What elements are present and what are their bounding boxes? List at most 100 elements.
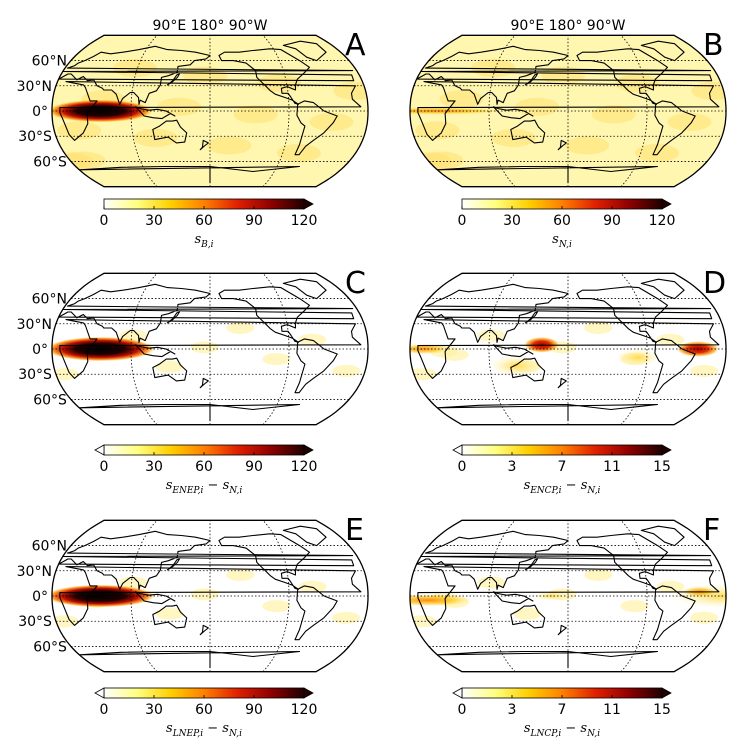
coastline [78,403,301,422]
coastline [652,100,696,156]
map-border [51,34,369,188]
latitude-label: 0° [32,104,48,120]
coastline [652,585,696,641]
coastline [652,338,696,394]
latitude-label: 60°S [33,639,67,655]
meridian-line [262,273,290,425]
coastline [218,286,311,343]
anomaly-region [410,107,507,115]
colorbar-tick-label: 0 [458,459,467,475]
coastline [59,81,362,141]
colorbar-tick-label: 90 [245,213,263,229]
coastline [417,81,720,141]
latitude-label: 60°N [32,54,67,70]
colorbar-tick-label: 0 [100,213,109,229]
panel-letter: B [703,28,724,63]
colorbar-extend-max [303,444,314,456]
coastline [416,45,713,105]
colorbar-label: sENEP,i − sN,i [166,478,243,496]
coastline [294,585,338,641]
colorbar-tick-label: 60 [553,213,571,229]
panel-letter: A [345,28,366,63]
anomaly-region [52,99,153,123]
latitude-label: 30°N [17,79,52,95]
colorbar-extend-max [661,687,672,699]
map-border [409,519,727,673]
anomaly-region [410,594,472,607]
meridian-line [620,520,648,672]
meridian-line [130,520,158,672]
colorbar-tick-label: 60 [195,702,213,718]
coastline [282,40,327,62]
coastline [576,533,669,590]
coastline [199,624,209,636]
coastline [166,558,180,571]
coastline [282,278,327,300]
colorbar-tick-label: 0 [100,459,109,475]
panel-letter: D [703,266,726,301]
meridian-line [262,35,290,187]
colorbar-tick-label: 0 [458,702,467,718]
colorbar-extend-max [661,198,672,210]
coastline [524,311,538,324]
coastline [557,139,567,151]
map-panel-f: F 0 3 7 11 15 sLNCP,i − sN,i [409,513,727,739]
coastline [492,106,534,120]
colorbar: 0 30 60 90 120 sB,i [100,198,318,250]
colorbar-label: sN,i [552,232,572,250]
anomaly-region [52,336,155,362]
colorbar-tick-label: 30 [145,213,163,229]
panel-letter: C [345,266,366,301]
coastline [58,530,355,590]
coastline [199,139,209,151]
coastline [557,377,567,389]
colorbar-tick-label: 11 [603,459,621,475]
colorbar-tick-label: 90 [245,459,263,475]
map-panel-b: B 90°E 180° 90°W 0 30 60 90 120 sN,i [409,18,727,250]
colorbar-tick-label: 120 [649,213,676,229]
colorbar-tick-label: 0 [458,213,467,229]
coastline [640,40,685,62]
colorbar-tick-label: 60 [195,459,213,475]
meridian-line [488,273,516,425]
map-border [409,34,727,188]
latitude-label: 30°S [18,129,52,145]
colorbar-tick-label: 30 [145,459,163,475]
latitude-label: 30°S [18,614,52,630]
meridian-line [488,35,516,187]
coastline [510,357,546,382]
colorbar-extend-max [661,444,672,456]
colorbar: 0 30 60 90 120 sN,i [458,198,676,250]
latitude-label: 60°S [33,154,67,170]
coastline [436,403,659,422]
latitude-label: 60°N [32,539,67,555]
coastline [199,377,209,389]
colorbar: 0 3 7 11 15 sENCP,i − sN,i [452,444,672,496]
panel-letter: F [703,513,720,548]
coastline [557,624,567,636]
coastline [510,604,546,629]
coastline [58,45,355,105]
anomaly-region [489,355,543,377]
map-panel-c: C 60°N 30°N 0° 30°S 60°S 0 30 60 90 120 sENEP,i − s… [17,266,369,496]
colorbar: 0 3 7 11 15 sLNCP,i − sN,i [452,687,672,739]
colorbar-label: sLNEP,i − sN,i [166,721,242,739]
map-panel-e: E 60°N 30°N 0° 30°S 60°S 0 30 60 90 120 sLNEP,i − s… [17,513,369,739]
coastline [78,165,301,184]
anomaly-region [616,348,661,367]
colorbar-tick-label: 90 [245,702,263,718]
colorbar-tick-label: 120 [291,213,318,229]
meridian-line [620,35,648,187]
coastline [78,650,301,669]
latitude-label: 60°S [33,392,67,408]
coastline [166,311,180,324]
coastline [576,48,669,105]
map-border [409,272,727,426]
panel-letter: E [345,513,364,548]
map-panel-a: A 60°N 30°N 0° 30°S 60°S 90°E 180° 90°W 0 30 60 90… [17,18,369,250]
colorbar-label: sENCP,i − sN,i [524,478,601,496]
colorbar-tick-label: 30 [145,702,163,718]
coastline [166,73,180,86]
coastline [492,344,534,358]
coastline [416,283,713,343]
